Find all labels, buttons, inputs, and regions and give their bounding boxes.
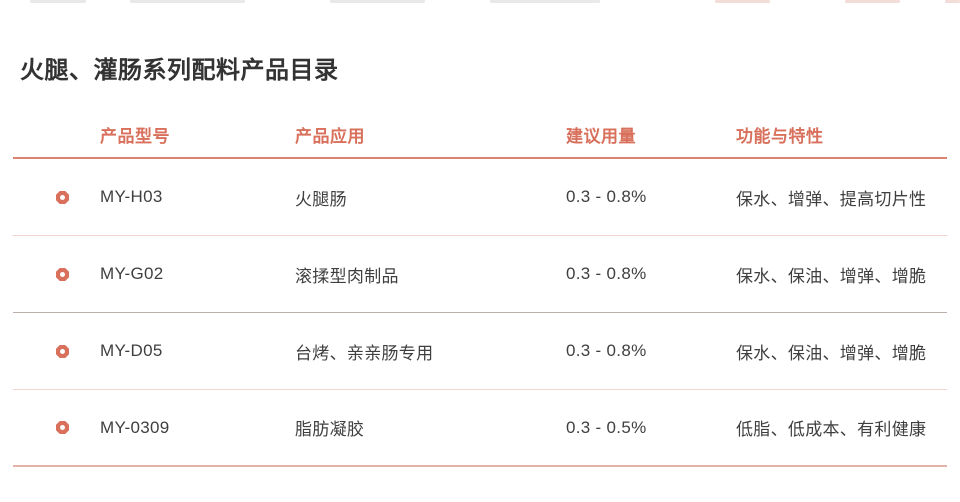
column-header-application: 产品应用 (295, 127, 365, 146)
cell-application: 台烤、亲亲肠专用 (295, 343, 434, 363)
product-table: 产品型号 产品应用 建议用量 功能与特性 MY-H03 火腿肠 0.3 - 0.… (13, 100, 947, 467)
cell-dosage: 0.3 - 0.8% (566, 341, 647, 360)
table-row: MY-D05 台烤、亲亲肠专用 0.3 - 0.8% 保水、保油、增弹、增脆 (13, 313, 947, 390)
cell-model: MY-G02 (100, 264, 164, 283)
column-header-dosage: 建议用量 (566, 127, 636, 146)
table-row: MY-H03 火腿肠 0.3 - 0.8% 保水、增弹、提高切片性 (13, 159, 947, 236)
cropped-text-remnant (715, 0, 770, 3)
cell-dosage: 0.3 - 0.8% (566, 264, 647, 283)
cropped-text-remnant (330, 0, 425, 3)
column-header-features: 功能与特性 (736, 127, 824, 146)
column-header-model: 产品型号 (100, 127, 170, 146)
nut-icon (56, 190, 69, 204)
nut-icon (56, 344, 69, 358)
cropped-text-remnant (130, 0, 245, 3)
cell-features: 保水、增弹、提高切片性 (736, 189, 927, 209)
cell-model: MY-H03 (100, 187, 163, 206)
cell-application: 火腿肠 (295, 189, 347, 209)
page-title: 火腿、灌肠系列配料产品目录 (20, 57, 339, 84)
cell-features: 保水、保油、增弹、增脆 (736, 266, 927, 286)
table-row: MY-G02 滚揉型肉制品 0.3 - 0.8% 保水、保油、增弹、增脆 (13, 236, 947, 313)
table-header-row: 产品型号 产品应用 建议用量 功能与特性 (13, 100, 947, 159)
cell-features: 保水、保油、增弹、增脆 (736, 343, 927, 363)
cropped-text-remnant (30, 0, 86, 3)
cropped-text-remnant (945, 0, 960, 3)
cropped-text-remnant (490, 0, 600, 3)
cropped-text-remnant (845, 0, 900, 3)
cell-dosage: 0.3 - 0.5% (566, 417, 647, 437)
cell-model: MY-0309 (100, 417, 170, 437)
cell-dosage: 0.3 - 0.8% (566, 187, 647, 206)
cell-application: 脂肪凝胶 (295, 420, 365, 439)
nut-icon (56, 421, 69, 434)
table-row: MY-0309 脂肪凝胶 0.3 - 0.5% 低脂、低成本、有利健康 (13, 390, 947, 467)
cell-application: 滚揉型肉制品 (295, 266, 399, 286)
nut-icon (56, 267, 69, 281)
cell-model: MY-D05 (100, 341, 163, 360)
cell-features: 低脂、低成本、有利健康 (736, 420, 927, 439)
